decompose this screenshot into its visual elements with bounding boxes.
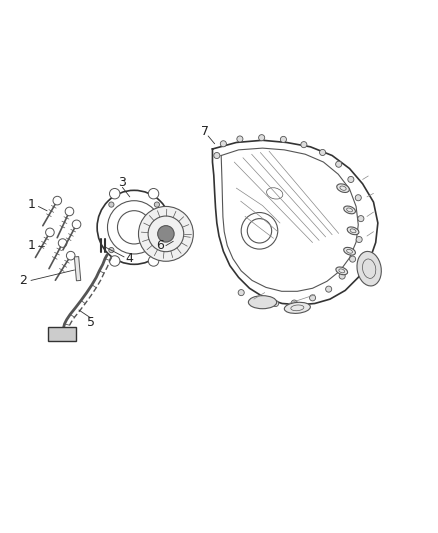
Circle shape [214,152,220,158]
Circle shape [310,295,316,301]
Circle shape [110,256,120,266]
Circle shape [339,273,345,279]
Text: 2: 2 [19,274,27,287]
Ellipse shape [337,184,350,192]
Circle shape [154,202,159,207]
Ellipse shape [344,206,355,214]
Circle shape [336,161,342,167]
Circle shape [138,206,193,261]
Circle shape [238,289,244,296]
Circle shape [348,176,354,182]
Circle shape [220,141,226,147]
Circle shape [154,247,159,253]
Text: 6: 6 [156,239,164,252]
Circle shape [258,135,265,141]
Ellipse shape [248,296,277,309]
Circle shape [237,136,243,142]
Circle shape [109,247,114,253]
Circle shape [272,301,279,306]
Text: 1: 1 [28,198,36,211]
Ellipse shape [347,227,359,235]
Circle shape [109,202,114,207]
Text: 4: 4 [126,252,134,265]
Circle shape [350,256,356,262]
Text: 7: 7 [201,125,209,138]
Bar [74,256,81,281]
Circle shape [110,189,120,199]
Ellipse shape [344,247,355,255]
Circle shape [158,225,174,242]
Circle shape [358,215,364,222]
Circle shape [254,297,260,303]
Circle shape [325,286,332,292]
Circle shape [148,189,159,199]
Circle shape [148,256,159,266]
Circle shape [355,195,361,201]
Ellipse shape [357,252,381,286]
Ellipse shape [336,267,348,274]
Circle shape [291,300,297,306]
Text: 1: 1 [28,239,36,252]
Circle shape [356,237,362,243]
Bar [48,327,77,341]
Ellipse shape [284,302,311,313]
Text: 5: 5 [87,316,95,329]
Circle shape [301,142,307,148]
Circle shape [280,136,286,142]
Text: 3: 3 [118,176,126,189]
Circle shape [320,149,325,156]
